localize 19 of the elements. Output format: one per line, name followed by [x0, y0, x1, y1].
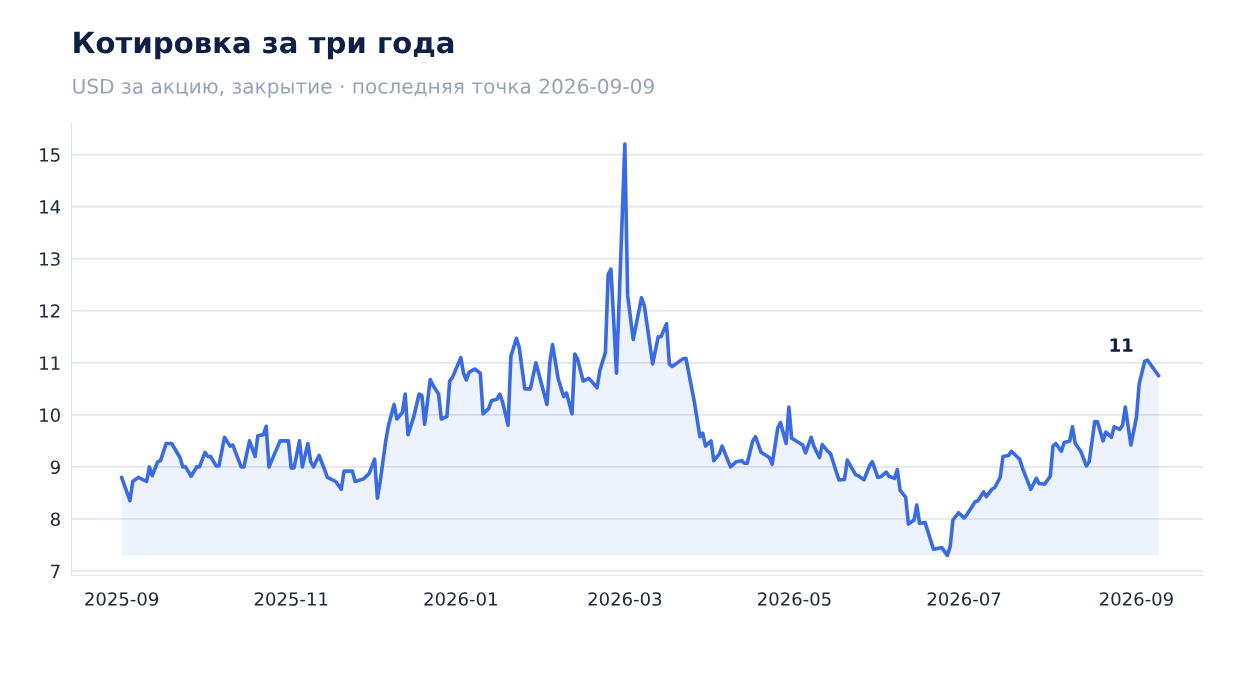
y-tick-label: 11	[40, 356, 60, 370]
chart-subtitle: USD за акцию, закрытие · последняя точка 2026-09-09	[73, 78, 654, 98]
y-tick-label: 9	[50, 460, 60, 475]
y-tick-label: 14	[40, 200, 61, 214]
x-tick-label: 2026-03	[588, 592, 662, 606]
y-tick-label: 12	[40, 304, 60, 318]
x-tick-label: 2026-05	[758, 592, 831, 606]
annotation: 11	[1110, 338, 1133, 352]
x-tick-label: 2026-09	[1100, 592, 1173, 606]
y-tick-label: 10	[40, 408, 60, 422]
y-tick-label: 15	[40, 148, 60, 162]
x-tick-label: 2025-09	[85, 592, 159, 606]
x-tick-label: 2025-11	[254, 592, 328, 606]
x-tick-label: 2026-07	[927, 592, 1001, 606]
chart-title: Котировка за три года	[74, 31, 454, 60]
y-tick-label: 7	[51, 564, 60, 578]
y-tick-label: 13	[40, 252, 60, 266]
y-tick-label: 8	[50, 512, 60, 527]
x-tick-label: 2026-01	[424, 592, 497, 606]
